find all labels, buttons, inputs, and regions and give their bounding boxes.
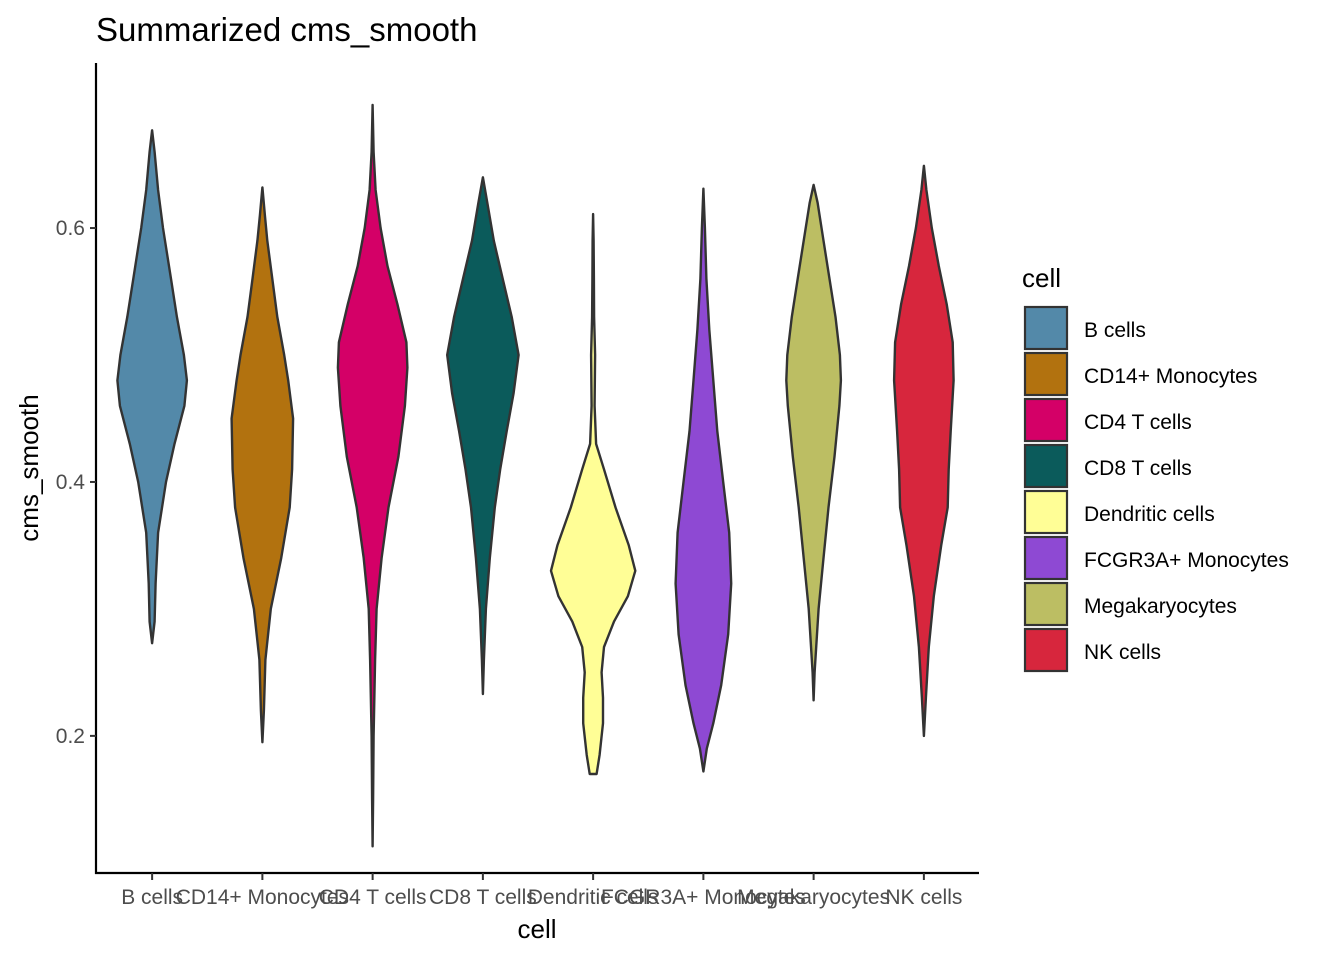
x-tick-label-fcgr3a-monocytes: FCGR3A+ Monocytes [601, 886, 806, 909]
legend-key-cd14-monocytes [1023, 351, 1069, 397]
violin-cd14-monocytes [230, 186, 295, 744]
legend-label-fcgr3a-monocytes: FCGR3A+ Monocytes [1084, 549, 1289, 572]
legend-key-b-cells [1023, 305, 1069, 351]
x-tick-label-b-cells: B cells [121, 886, 183, 909]
legend-key-fcgr3a-monocytes [1023, 535, 1069, 581]
violin-nk-cells [892, 164, 955, 738]
legend: cell B cells CD14+ Monocytes CD4 T cells CD… [1022, 263, 1289, 673]
legend-key-cd8-t-cells [1023, 443, 1069, 489]
legend-label-dendritic-cells: Dendritic cells [1084, 503, 1215, 526]
x-axis-title: cell [517, 914, 556, 944]
violin-cd4-t-cells [336, 103, 409, 848]
legend-key-nk-cells [1023, 627, 1069, 673]
y-tick-label: 0.2 [56, 725, 85, 748]
legend-label-nk-cells: NK cells [1084, 641, 1161, 664]
y-tick-label: 0.6 [56, 217, 85, 240]
x-tick-label-cd8-t-cells: CD8 T cells [429, 886, 537, 909]
legend-label-cd8-t-cells: CD8 T cells [1084, 457, 1192, 480]
legend-label-b-cells: B cells [1084, 319, 1146, 342]
legend-key-megakaryocytes [1023, 581, 1069, 627]
chart-title: Summarized cms_smooth [96, 11, 477, 48]
violin-layer [116, 103, 955, 848]
x-tick-label-dendritic-cells: Dendritic cells [528, 886, 659, 909]
x-tick-label-megakaryocytes: Megakaryocytes [737, 886, 890, 909]
violin-dendritic-cells [549, 212, 637, 776]
legend-title: cell [1022, 263, 1061, 293]
x-tick-label-cd4-t-cells: CD4 T cells [319, 886, 427, 909]
y-tick-label: 0.4 [56, 471, 86, 494]
legend-label-cd14-monocytes: CD14+ Monocytes [1084, 365, 1257, 388]
y-axis-title: cms_smooth [14, 394, 44, 541]
legend-key-dendritic-cells [1023, 489, 1069, 535]
legend-key-cd4-t-cells [1023, 397, 1069, 443]
violin-fcgr3a-monocytes [674, 187, 733, 773]
legend-label-cd4-t-cells: CD4 T cells [1084, 411, 1192, 434]
legend-label-megakaryocytes: Megakaryocytes [1084, 595, 1237, 618]
x-tick-label-cd14-monocytes: CD14+ Monocytes [176, 886, 349, 909]
x-tick-label-nk-cells: NK cells [885, 886, 962, 909]
violin-megakaryocytes [785, 183, 843, 702]
violin-cd8-t-cells [446, 176, 520, 696]
y-axis-ticks: 0.2 0.4 0.6 [56, 217, 96, 748]
violin-b-cells [116, 129, 189, 645]
